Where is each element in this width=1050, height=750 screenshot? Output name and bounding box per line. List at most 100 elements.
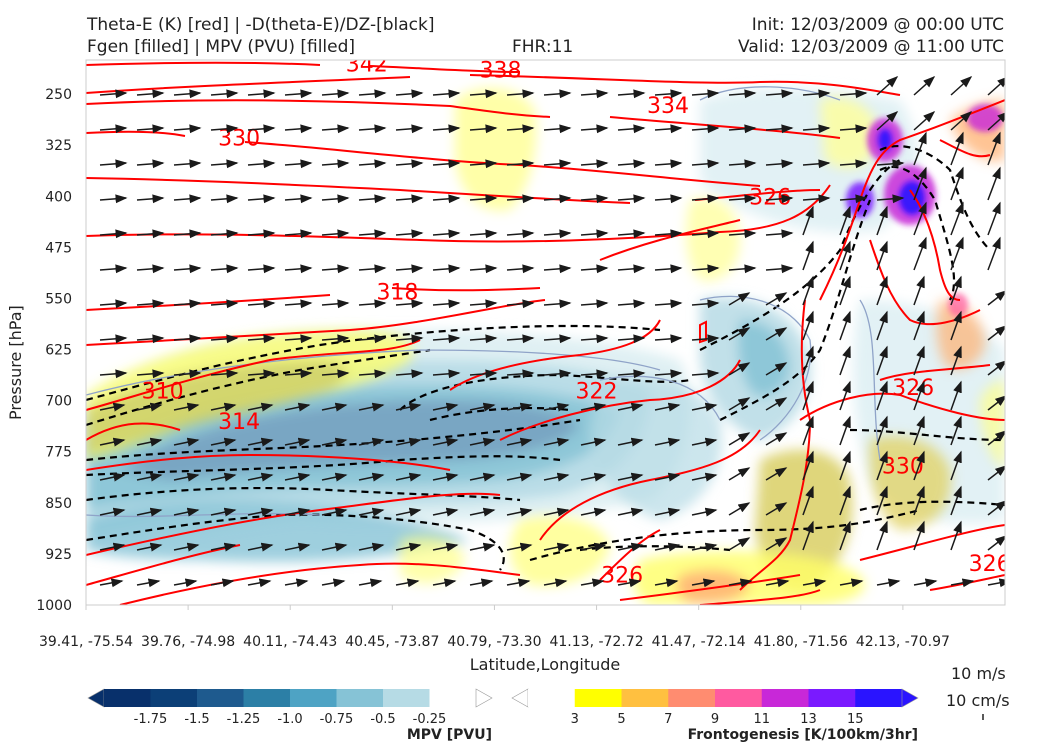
wind-arrow (617, 299, 646, 309)
wind-arrow (284, 578, 309, 588)
wind-arrow (506, 437, 533, 447)
theta-e-label: 342 (346, 52, 388, 77)
wind-arrow (173, 194, 202, 204)
wind-arrow (469, 264, 498, 274)
wind-arrow (728, 89, 757, 99)
wind-arrow (173, 89, 202, 99)
wind-arrow (395, 334, 424, 344)
wind-arrow (617, 437, 644, 447)
wind-arrow (210, 159, 239, 169)
wind-arrow (284, 437, 311, 447)
wind-arrow (691, 437, 718, 447)
header-fhr: FHR:11 (512, 37, 574, 57)
wind-arrow (136, 578, 161, 588)
colorbar-tick-label: 15 (847, 712, 864, 727)
wind-arrow (173, 369, 202, 379)
wind-arrow (506, 402, 533, 412)
wind-arrow (876, 415, 888, 446)
wind-scale-label-horizontal: 10 m/s (951, 664, 1006, 683)
wind-arrow (691, 194, 720, 204)
wind-arrow (210, 507, 237, 517)
wind-arrow (136, 507, 163, 517)
colorbar-max-triangle (475, 688, 493, 708)
wind-arrow (802, 124, 831, 134)
wind-arrow (950, 110, 973, 131)
wind-arrow (950, 520, 962, 551)
wind-arrow (136, 472, 163, 482)
wind-arrow (950, 131, 964, 166)
wind-arrow (284, 507, 311, 517)
wind-arrow (506, 334, 535, 344)
wind-arrow (506, 89, 535, 99)
wind-arrow (913, 520, 925, 551)
theta-e-label: 330 (882, 454, 924, 479)
header-valid: Valid: 12/03/2009 @ 11:00 UTC (738, 37, 1004, 57)
wind-arrow (580, 369, 609, 379)
wind-arrow (432, 124, 461, 134)
wind-arrow (173, 402, 200, 412)
wind-arrow (136, 194, 165, 204)
colorbar-swatch (761, 689, 809, 707)
frontogenesis-filled-contours (86, 87, 1005, 605)
wind-arrow (543, 299, 572, 309)
wind-arrow (358, 369, 387, 379)
wind-arrow (617, 264, 646, 274)
wind-arrow (913, 236, 927, 271)
wind-arrow (321, 542, 348, 552)
wind-arrow (506, 299, 535, 309)
wind-arrow (210, 437, 237, 447)
wind-arrow (802, 205, 814, 236)
wind-arrow (987, 535, 1005, 551)
wind-arrow (580, 264, 609, 274)
wind-arrow (284, 299, 313, 309)
wind-arrow (543, 229, 572, 239)
wind-arrow (765, 578, 790, 588)
wind-arrow (728, 327, 751, 341)
wind-arrow (136, 299, 165, 309)
wind-arrow (469, 89, 498, 99)
wind-arrow (617, 194, 646, 204)
wind-arrow (802, 415, 814, 446)
wind-arrow (543, 124, 572, 134)
wind-arrow (358, 472, 385, 482)
wind-arrow (506, 159, 535, 169)
wind-scale-label-vertical: 10 cm/s (946, 691, 1010, 710)
wind-arrow (173, 264, 202, 274)
wind-arrow (876, 380, 888, 411)
wind-arrow (99, 124, 128, 134)
wind-arrow (765, 89, 794, 99)
wind-arrow (432, 194, 461, 204)
wind-arrow (247, 229, 276, 239)
wind-arrow (247, 264, 276, 274)
wind-arrow (839, 520, 851, 551)
wind-arrow (617, 159, 646, 169)
wind-arrow (284, 542, 311, 552)
wind-arrow (358, 124, 387, 134)
wind-arrow (543, 194, 572, 204)
wind-arrow (506, 578, 531, 588)
theta-e-label: 310 (142, 379, 184, 404)
wind-arrow (136, 124, 165, 134)
wind-arrow (654, 334, 683, 344)
wind-arrow (802, 520, 814, 551)
wind-arrow (728, 362, 751, 376)
wind-arrow (987, 465, 1005, 481)
wind-arrow (136, 402, 163, 412)
wind-arrow (247, 472, 274, 482)
wind-arrow (691, 369, 720, 379)
wind-arrow (432, 369, 461, 379)
wind-arrow (395, 507, 422, 517)
theta-e-label: 326 (969, 552, 1011, 577)
wind-arrow (913, 275, 925, 306)
wind-arrow (987, 290, 1005, 306)
wind-arrow (839, 485, 851, 516)
colorbar-swatch (197, 689, 244, 707)
wind-arrow (839, 275, 851, 306)
wind-arrow (247, 507, 274, 517)
wind-arrow (876, 240, 888, 271)
wind-arrow (765, 292, 788, 306)
wind-arrow (543, 159, 572, 169)
wind-arrow (765, 229, 794, 239)
wind-arrow (284, 334, 313, 344)
wind-arrow (950, 166, 964, 201)
